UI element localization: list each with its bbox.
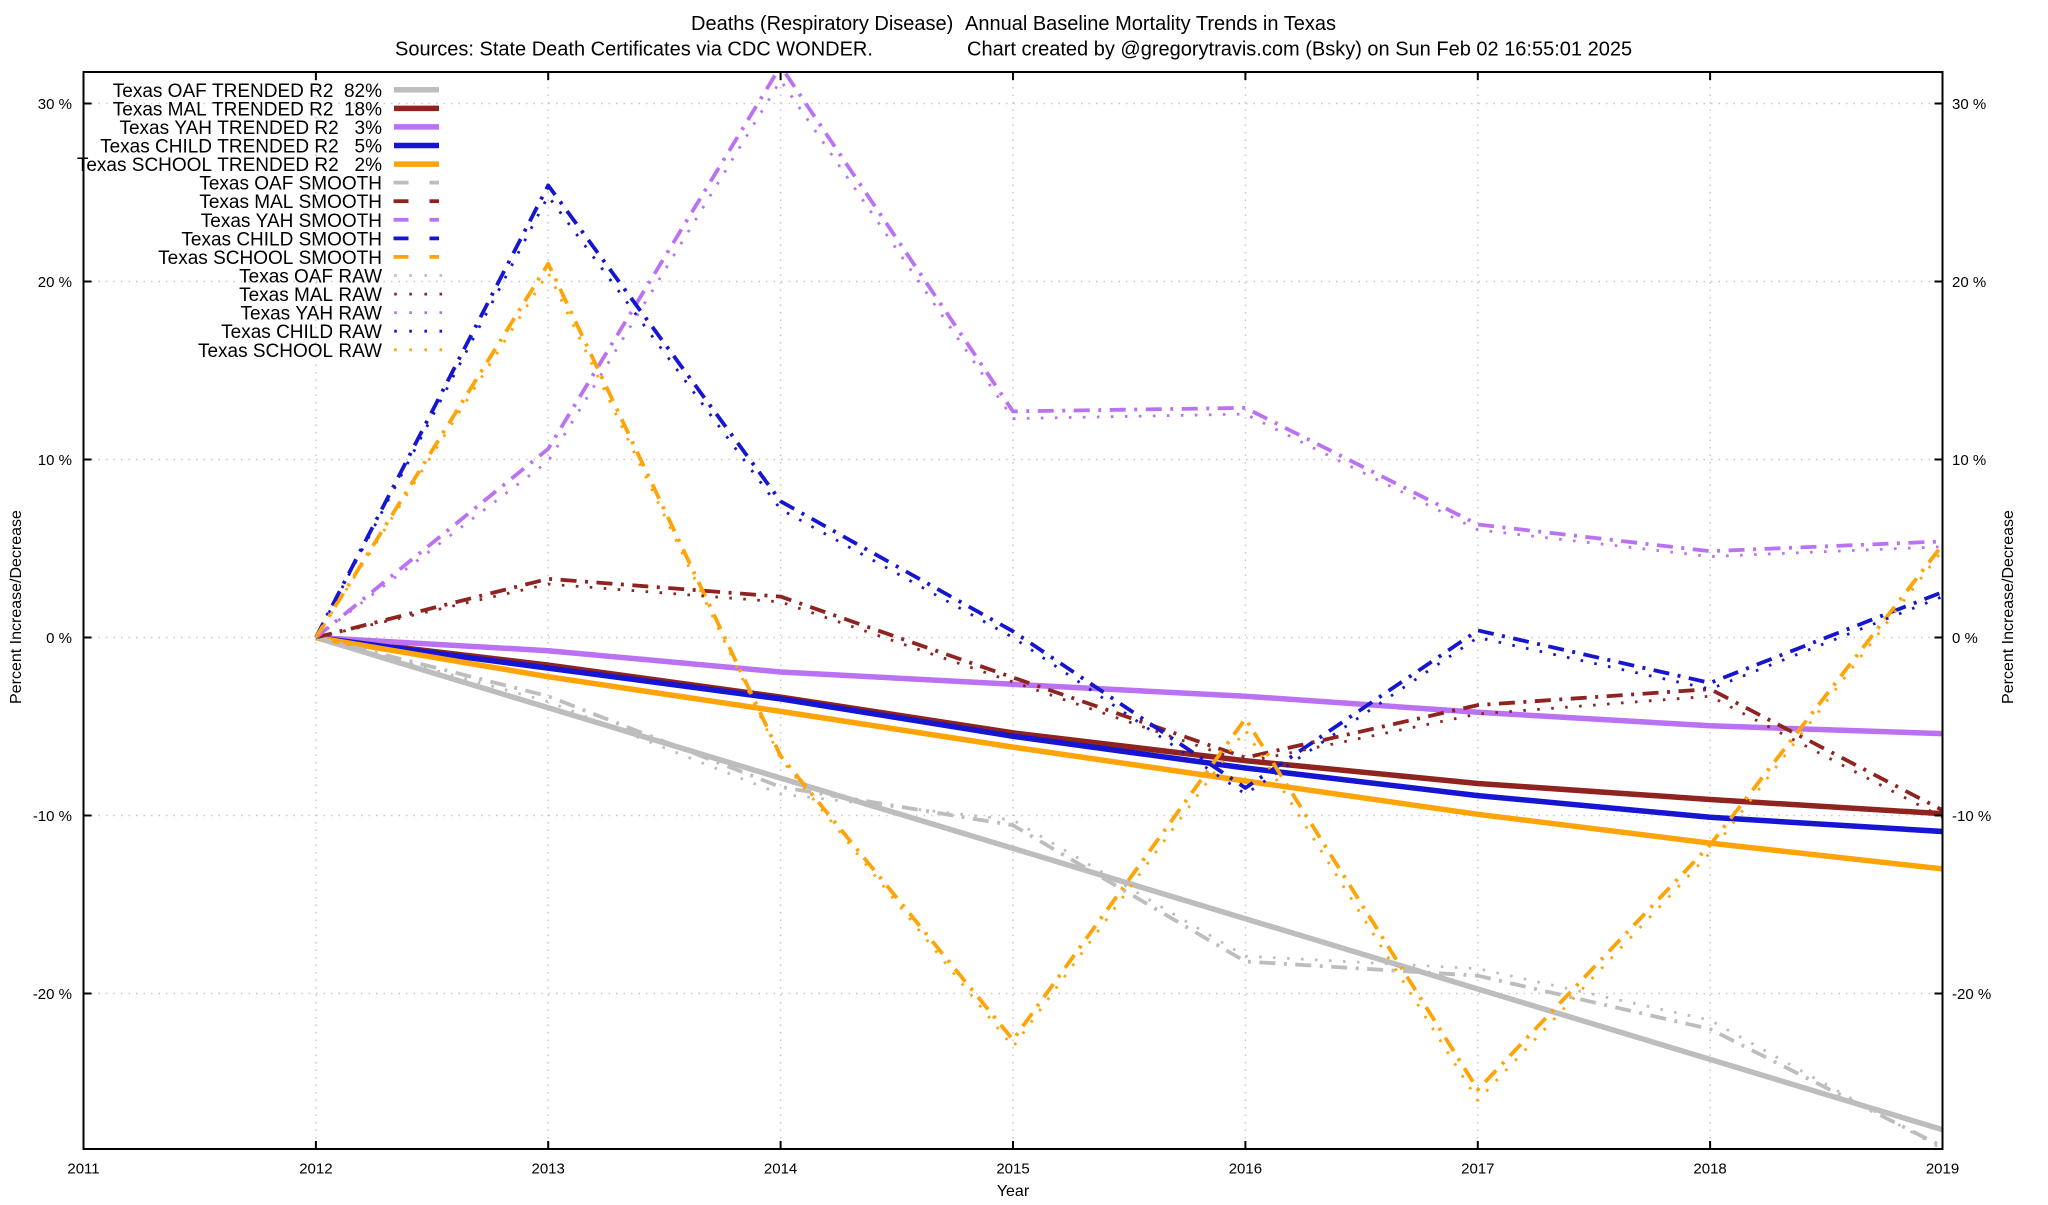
svg-text:Deaths (Respiratory Disease): Deaths (Respiratory Disease) xyxy=(691,13,953,35)
svg-text:20 %: 20 % xyxy=(38,274,72,291)
svg-text:Year: Year xyxy=(997,1183,1030,1200)
svg-text:Texas OAF RAW: Texas OAF RAW xyxy=(239,267,382,288)
svg-text:30 %: 30 % xyxy=(1952,96,1986,113)
svg-text:10 %: 10 % xyxy=(38,452,72,469)
svg-text:Texas MAL TRENDED R2 18%: Texas MAL TRENDED R2 18% xyxy=(113,99,382,120)
svg-text:Percent Increase/Decrease: Percent Increase/Decrease xyxy=(8,510,25,704)
svg-text:20 %: 20 % xyxy=(1952,274,1986,291)
svg-text:Texas YAH RAW: Texas YAH RAW xyxy=(241,304,383,325)
svg-text:2016: 2016 xyxy=(1229,1161,1262,1178)
svg-text:0 %: 0 % xyxy=(46,630,72,647)
svg-text:Texas CHILD TRENDED R2 5%: Texas CHILD TRENDED R2 5% xyxy=(100,137,382,158)
svg-text:2014: 2014 xyxy=(764,1161,797,1178)
svg-text:30 %: 30 % xyxy=(38,96,72,113)
svg-text:2011: 2011 xyxy=(67,1161,99,1178)
svg-text:Texas OAF TRENDED R2 82%: Texas OAF TRENDED R2 82% xyxy=(113,81,382,102)
svg-text:2017: 2017 xyxy=(1461,1161,1494,1178)
svg-text:Annual Baseline Mortality Tren: Annual Baseline Mortality Trends in Texa… xyxy=(965,13,1336,35)
svg-text:Texas YAH SMOOTH: Texas YAH SMOOTH xyxy=(201,211,382,232)
svg-text:-20 %: -20 % xyxy=(33,986,72,1003)
svg-text:-10 %: -10 % xyxy=(1952,808,1991,825)
svg-text:Texas MAL SMOOTH: Texas MAL SMOOTH xyxy=(199,192,382,213)
svg-text:2019: 2019 xyxy=(1926,1161,1959,1178)
svg-text:2018: 2018 xyxy=(1693,1161,1726,1178)
svg-text:Texas SCHOOL RAW: Texas SCHOOL RAW xyxy=(198,341,382,362)
svg-text:-10 %: -10 % xyxy=(33,808,72,825)
svg-text:Texas MAL RAW: Texas MAL RAW xyxy=(239,285,382,306)
svg-text:Texas YAH TRENDED R2 3%: Texas YAH TRENDED R2 3% xyxy=(119,118,382,139)
svg-text:10 %: 10 % xyxy=(1952,452,1986,469)
svg-text:Texas SCHOOL TRENDED R2 2%: Texas SCHOOL TRENDED R2 2% xyxy=(77,155,382,176)
svg-text:2013: 2013 xyxy=(532,1161,565,1178)
svg-text:Chart created by @gregorytravi: Chart created by @gregorytravis.com (Bsk… xyxy=(967,39,1632,61)
svg-text:-20 %: -20 % xyxy=(1952,986,1991,1003)
svg-text:Texas SCHOOL SMOOTH: Texas SCHOOL SMOOTH xyxy=(158,248,382,269)
svg-text:Texas OAF SMOOTH: Texas OAF SMOOTH xyxy=(199,174,382,195)
svg-text:2015: 2015 xyxy=(996,1161,1029,1178)
svg-text:Texas CHILD SMOOTH: Texas CHILD SMOOTH xyxy=(181,229,382,250)
svg-text:Percent Increase/Decrease: Percent Increase/Decrease xyxy=(2000,510,2017,704)
svg-text:0 %: 0 % xyxy=(1952,630,1978,647)
svg-text:2012: 2012 xyxy=(299,1161,332,1178)
svg-text:Sources: State Death Certifica: Sources: State Death Certificates via CD… xyxy=(395,39,873,61)
svg-text:Texas CHILD RAW: Texas CHILD RAW xyxy=(221,322,382,343)
